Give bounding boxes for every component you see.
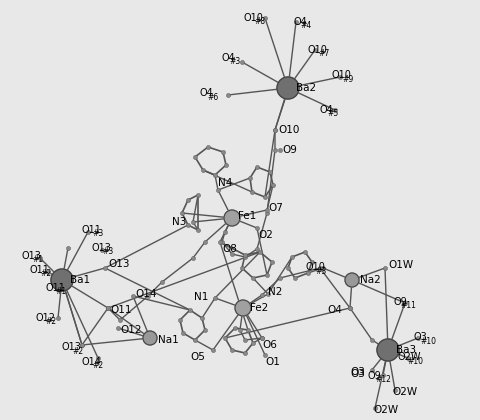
Text: #12: #12 (375, 375, 391, 384)
Text: O3: O3 (350, 369, 365, 379)
Text: O12: O12 (35, 313, 55, 323)
Text: O11: O11 (45, 283, 65, 293)
Text: #8: #8 (255, 18, 266, 26)
Text: #10: #10 (408, 357, 424, 365)
Text: O1: O1 (265, 357, 280, 367)
Text: #2: #2 (41, 270, 52, 278)
Text: O4: O4 (200, 88, 214, 98)
Text: O13: O13 (108, 259, 130, 269)
Text: Na2: Na2 (360, 275, 381, 285)
Text: O10: O10 (305, 262, 325, 272)
Text: O4: O4 (293, 17, 307, 27)
Text: O13: O13 (22, 251, 42, 261)
Text: N3: N3 (172, 217, 186, 227)
Text: O12: O12 (120, 325, 142, 335)
Circle shape (377, 339, 399, 361)
Text: O3: O3 (413, 332, 427, 342)
Circle shape (235, 300, 251, 316)
Text: Ba2: Ba2 (296, 83, 316, 93)
Text: O9: O9 (393, 297, 407, 307)
Text: O4: O4 (320, 105, 334, 115)
Text: O1W: O1W (388, 260, 413, 270)
Text: O2W: O2W (373, 405, 398, 415)
Text: O11: O11 (30, 265, 50, 275)
Text: O2W: O2W (392, 387, 417, 397)
Circle shape (277, 77, 299, 99)
Text: #3: #3 (229, 58, 240, 66)
Text: O6: O6 (262, 340, 277, 350)
Text: Fe1: Fe1 (238, 211, 256, 221)
Circle shape (51, 269, 73, 291)
Text: #5: #5 (327, 110, 338, 118)
Text: N2: N2 (268, 287, 282, 297)
Text: O10: O10 (278, 125, 300, 135)
Text: #4: #4 (300, 21, 312, 31)
Text: #11: #11 (400, 302, 416, 310)
Text: #7: #7 (319, 50, 330, 58)
Text: #2: #2 (93, 362, 104, 370)
Text: O8: O8 (222, 244, 237, 254)
Text: #3: #3 (316, 267, 327, 276)
Text: O10: O10 (332, 70, 352, 80)
Text: Na1: Na1 (158, 335, 179, 345)
Text: #2: #2 (73, 346, 84, 355)
Text: #6: #6 (207, 92, 218, 102)
Text: O5: O5 (190, 352, 205, 362)
Text: O2W: O2W (397, 352, 420, 362)
Text: O7: O7 (268, 203, 283, 213)
Text: O11: O11 (110, 305, 132, 315)
Text: O14: O14 (135, 289, 156, 299)
Circle shape (224, 210, 240, 226)
Text: #1: #1 (56, 288, 67, 297)
Text: Ba3: Ba3 (396, 345, 416, 355)
Text: #2: #2 (46, 318, 57, 326)
Text: O11: O11 (82, 225, 102, 235)
Text: #3: #3 (93, 229, 104, 239)
Text: Fe2: Fe2 (250, 303, 268, 313)
Text: N4: N4 (218, 178, 232, 188)
Text: O4: O4 (327, 305, 342, 315)
Text: O3: O3 (350, 367, 365, 377)
Text: O4: O4 (222, 53, 236, 63)
Text: #10: #10 (420, 336, 436, 346)
Text: #1: #1 (33, 255, 44, 265)
Text: N1: N1 (193, 292, 208, 302)
Text: O13: O13 (62, 342, 82, 352)
Text: O9: O9 (282, 145, 297, 155)
Text: O10: O10 (308, 45, 328, 55)
Circle shape (143, 331, 157, 345)
Text: O13: O13 (92, 243, 112, 253)
Text: O9: O9 (368, 371, 382, 381)
Text: #3: #3 (103, 247, 114, 257)
Text: Ba1: Ba1 (70, 275, 90, 285)
Text: O10: O10 (244, 13, 264, 23)
Text: #9: #9 (343, 74, 354, 84)
Circle shape (345, 273, 359, 287)
Text: O2: O2 (258, 230, 273, 240)
Text: O14: O14 (82, 357, 102, 367)
